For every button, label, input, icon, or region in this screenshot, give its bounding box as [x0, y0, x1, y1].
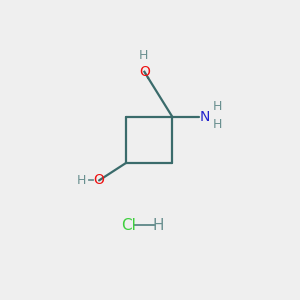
Text: H: H: [139, 49, 148, 62]
Text: Cl: Cl: [121, 218, 136, 233]
Text: N: N: [200, 110, 210, 124]
Text: H: H: [77, 174, 86, 187]
Text: H: H: [213, 118, 222, 131]
Text: O: O: [139, 65, 150, 79]
Text: H: H: [153, 218, 164, 233]
Text: H: H: [213, 100, 222, 113]
Text: O: O: [94, 173, 105, 188]
